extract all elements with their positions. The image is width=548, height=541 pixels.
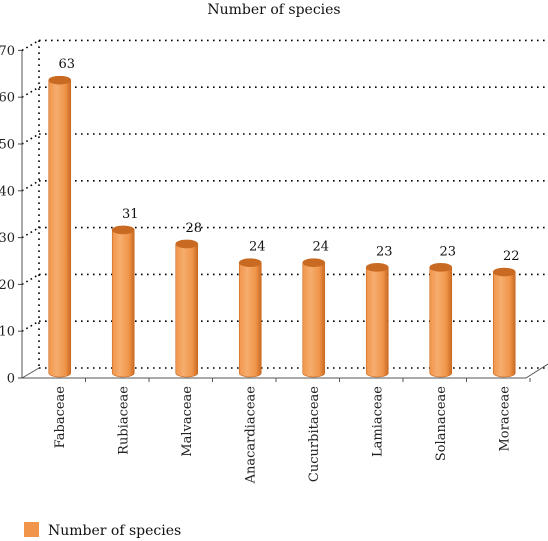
gridline-connector [21, 226, 40, 239]
y-tick-label: 40 [0, 184, 15, 199]
y-tick-label: 70 [0, 44, 15, 59]
data-label: 23 [376, 244, 393, 259]
y-tick-label: 30 [0, 231, 15, 246]
bar-body [111, 229, 135, 378]
data-label: 24 [249, 240, 266, 255]
gridline-connector [21, 39, 40, 52]
data-labels: 63 31 28 24 24 23 23 22 [58, 57, 519, 264]
data-label: 28 [185, 221, 202, 236]
axes [21, 50, 548, 382]
bar-top [111, 225, 135, 235]
x-tick-label: Moraceae [497, 386, 512, 452]
bar-top [48, 75, 72, 85]
floor-front-corner [525, 363, 548, 379]
x-tick-label: Solanaceae [434, 386, 449, 461]
bar-body [302, 262, 326, 378]
bar-fabaceae [48, 75, 72, 378]
bars [48, 75, 516, 378]
bar-malvaceae [175, 239, 199, 378]
y-axis-ticks: 0 10 20 30 40 50 60 70 [0, 44, 22, 387]
data-label: 63 [58, 57, 75, 72]
bar-top [492, 267, 516, 277]
bar-body [175, 243, 199, 378]
bar-top [302, 258, 326, 267]
bar-top [429, 263, 453, 272]
chart-title: Number of species [207, 2, 340, 18]
gridline-connector [21, 180, 40, 192]
y-tick-label: 20 [0, 278, 15, 293]
bar-top [238, 258, 262, 267]
gridline-connector [21, 86, 40, 98]
gridline-connector [21, 133, 40, 145]
x-tick-label: Malvaceae [180, 386, 195, 457]
bar-body [48, 79, 72, 378]
legend-label: Number of species [48, 523, 181, 539]
x-tick-label: Cucurbitaceae [307, 386, 322, 482]
bar-solanaceae [429, 263, 453, 378]
data-label: 24 [312, 240, 329, 255]
y-tick-label: 0 [7, 372, 15, 387]
bar-lamiaceae [365, 263, 389, 378]
gridlines [21, 39, 548, 369]
bar-rubiaceae [111, 225, 135, 378]
y-tick-label: 10 [0, 325, 15, 340]
x-axis-labels: Fabaceae Rubiaceae Malvaceae Anacardiaceae C… [53, 386, 513, 485]
x-tick-label: Anacardiaceae [243, 386, 258, 485]
floor-left-edge [21, 367, 40, 379]
y-tick-label: 50 [0, 138, 15, 153]
bar-body [429, 267, 453, 378]
bar-body [365, 267, 389, 378]
bar-moraceae [492, 267, 516, 378]
data-label: 31 [122, 207, 139, 222]
gridline-connector [21, 320, 40, 332]
data-label: 22 [503, 249, 520, 264]
bar-anacardiaceae [238, 258, 262, 378]
bar-body [238, 262, 262, 378]
bar-cucurbitaceae [302, 258, 326, 378]
legend-swatch [24, 522, 39, 537]
x-tick-label: Lamiaceae [370, 386, 385, 457]
x-tick-label: Rubiaceae [116, 386, 131, 455]
bar-top [365, 263, 389, 272]
bar-body [492, 271, 516, 378]
bar-top [175, 239, 199, 249]
x-tick-label: Fabaceae [53, 386, 68, 449]
y-tick-label: 60 [0, 91, 15, 106]
data-label: 23 [439, 244, 456, 259]
gridline-connector [21, 273, 40, 286]
legend: Number of species [24, 522, 181, 539]
